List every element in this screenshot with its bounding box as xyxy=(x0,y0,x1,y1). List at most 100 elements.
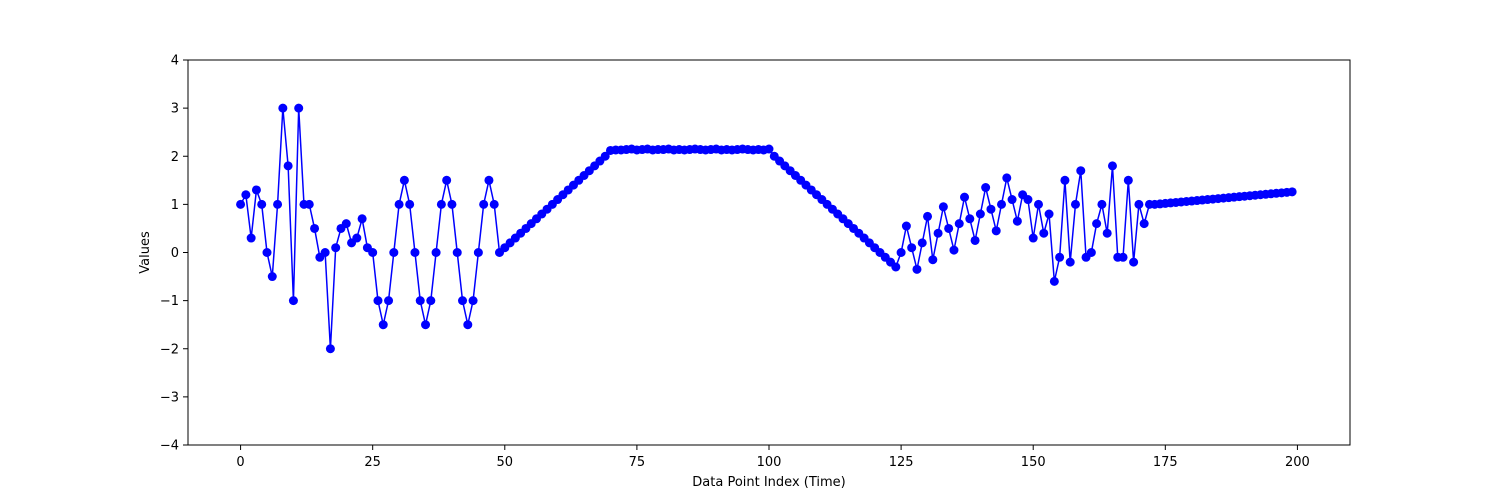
y-tick-label: −2 xyxy=(160,342,179,357)
data-point xyxy=(1139,219,1149,229)
data-point xyxy=(241,190,251,200)
x-axis-label: Data Point Index (Time) xyxy=(692,475,845,490)
data-point xyxy=(310,223,320,233)
data-point xyxy=(1102,228,1112,238)
data-point xyxy=(399,175,409,185)
data-point xyxy=(415,296,425,306)
data-point xyxy=(1076,166,1086,176)
data-point xyxy=(458,296,468,306)
data-point xyxy=(373,296,383,306)
data-point xyxy=(1039,228,1049,238)
data-point xyxy=(236,199,246,209)
data-point xyxy=(923,211,933,221)
y-tick-label: 0 xyxy=(171,246,179,261)
data-point xyxy=(1012,216,1022,226)
x-tick-label: 175 xyxy=(1153,455,1178,470)
data-point xyxy=(489,199,499,209)
data-point xyxy=(1070,199,1080,209)
y-tick-label: −4 xyxy=(160,439,179,454)
data-point xyxy=(954,219,964,229)
data-point xyxy=(1118,252,1128,262)
x-tick-label: 25 xyxy=(364,455,381,470)
y-tick-label: −3 xyxy=(160,390,179,405)
data-point xyxy=(917,238,927,248)
data-point xyxy=(484,175,494,185)
y-tick-label: −1 xyxy=(160,294,179,309)
plot-frame xyxy=(187,59,1351,446)
axis-ticks: 0 25 50 75 100 125 150 175 200 −4 −3 −2 −1 0 1 2 3 4 xyxy=(160,54,1310,471)
data-point xyxy=(378,320,388,330)
data-point xyxy=(928,255,938,265)
data-point xyxy=(1107,161,1117,171)
data-point xyxy=(896,248,906,257)
data-point xyxy=(257,199,267,209)
data-point xyxy=(283,161,293,171)
y-tick-label: 1 xyxy=(171,198,179,213)
data-point xyxy=(970,235,980,245)
data-point xyxy=(600,151,610,161)
data-point xyxy=(960,192,970,202)
data-point xyxy=(949,245,959,255)
data-point xyxy=(251,185,261,195)
data-point xyxy=(304,199,314,209)
data-point xyxy=(986,204,996,214)
data-point xyxy=(426,296,436,306)
data-point xyxy=(912,264,922,274)
x-tick-label: 50 xyxy=(497,455,514,470)
data-point xyxy=(891,262,901,272)
series-layer xyxy=(236,103,1297,354)
data-point xyxy=(468,296,478,306)
x-tick-label: 125 xyxy=(889,455,914,470)
data-point xyxy=(463,320,473,330)
data-point xyxy=(1129,257,1139,267)
data-point xyxy=(991,226,1001,236)
x-tick-label: 75 xyxy=(629,455,646,470)
data-point xyxy=(1097,199,1107,209)
data-point xyxy=(262,248,272,257)
data-point xyxy=(473,248,483,257)
data-point xyxy=(325,344,335,354)
data-point xyxy=(421,320,431,330)
data-point xyxy=(288,296,298,306)
data-point xyxy=(975,209,985,219)
data-point xyxy=(389,248,399,257)
data-point xyxy=(1007,195,1017,205)
data-point xyxy=(273,199,283,209)
data-point xyxy=(1002,173,1012,183)
data-point xyxy=(1134,199,1144,209)
data-point xyxy=(1086,248,1096,257)
y-tick-label: 3 xyxy=(171,102,179,117)
data-point xyxy=(1023,195,1033,205)
x-tick-label: 150 xyxy=(1021,455,1046,470)
data-point xyxy=(479,199,489,209)
data-point xyxy=(1034,199,1043,209)
x-tick-label: 200 xyxy=(1285,455,1310,470)
data-point xyxy=(447,199,457,209)
data-point xyxy=(436,199,446,209)
data-point xyxy=(1055,252,1065,262)
data-point xyxy=(384,296,394,306)
x-tick-label: 100 xyxy=(757,455,782,470)
data-point xyxy=(278,103,288,113)
data-point xyxy=(452,248,462,257)
x-tick-label: 0 xyxy=(236,455,244,470)
plot-background xyxy=(188,60,1350,445)
data-point xyxy=(431,248,441,257)
data-point xyxy=(294,103,304,113)
data-point xyxy=(1049,276,1059,286)
data-point xyxy=(246,233,256,243)
data-point xyxy=(352,233,362,243)
data-point xyxy=(1123,175,1133,185)
data-point xyxy=(901,221,911,231)
data-point xyxy=(1287,187,1297,197)
data-point xyxy=(1060,175,1070,185)
data-point xyxy=(394,199,404,209)
data-point xyxy=(965,214,975,224)
data-point xyxy=(907,243,917,253)
data-point xyxy=(357,214,367,224)
data-point xyxy=(1044,209,1054,219)
data-point xyxy=(341,219,351,229)
data-point xyxy=(331,243,341,253)
data-point xyxy=(1065,257,1075,267)
